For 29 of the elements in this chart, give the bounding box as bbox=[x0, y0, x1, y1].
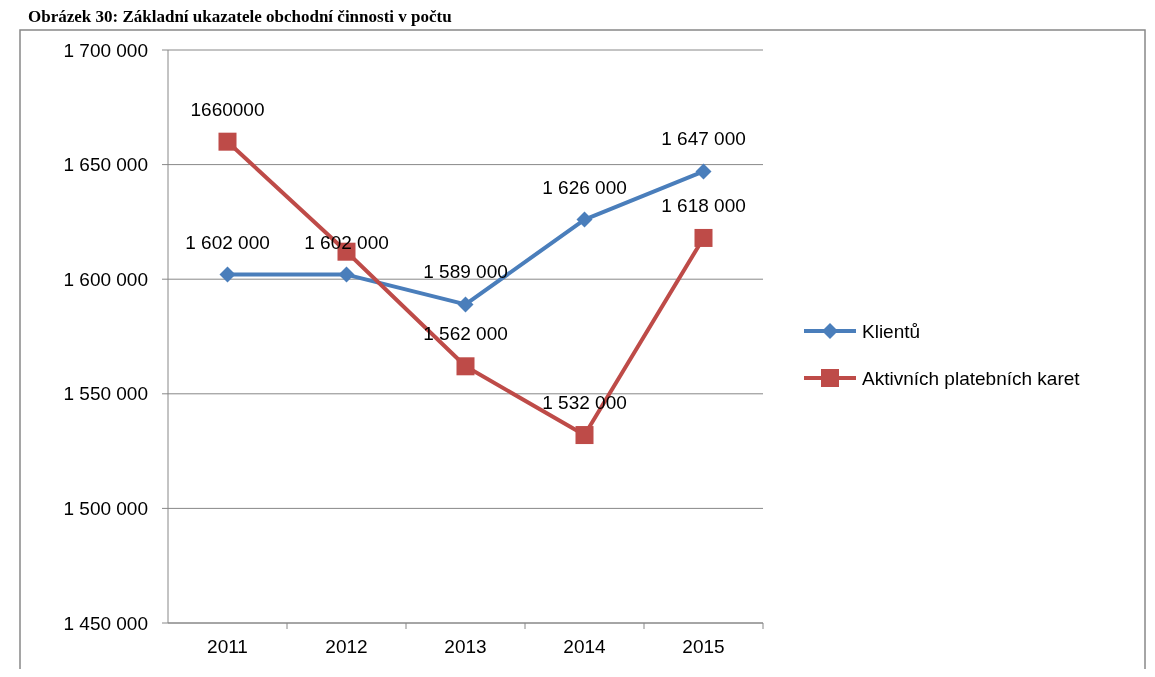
legend-label: Aktivních platebních karet bbox=[862, 367, 1081, 389]
y-tick-label: 1 600 000 bbox=[63, 268, 148, 290]
data-label: 1 602 000 bbox=[185, 231, 270, 253]
point bbox=[695, 163, 712, 180]
data-label: 1 618 000 bbox=[661, 194, 746, 216]
point bbox=[576, 211, 593, 228]
point bbox=[218, 132, 237, 151]
data-label: 1 626 000 bbox=[542, 176, 627, 198]
data-label: 1 589 000 bbox=[423, 261, 508, 283]
point bbox=[456, 357, 475, 376]
y-tick-label: 1 550 000 bbox=[63, 383, 148, 405]
x-tick-label: 2015 bbox=[682, 636, 725, 657]
data-label: 1 647 000 bbox=[661, 128, 746, 150]
chart-title: Obrázek 30: Základní ukazatele obchodní činnosti v počtu bbox=[28, 7, 452, 26]
legend-label: Klientů bbox=[862, 320, 921, 342]
point bbox=[338, 266, 355, 283]
y-tick-label: 1 650 000 bbox=[63, 154, 148, 176]
x-tick-label: 2013 bbox=[444, 636, 487, 657]
point bbox=[219, 266, 236, 283]
point bbox=[694, 228, 713, 247]
x-tick-label: 2014 bbox=[563, 636, 607, 657]
y-tick-label: 1 450 000 bbox=[63, 612, 148, 634]
data-label: 1660000 bbox=[190, 98, 265, 120]
y-tick-label: 1 700 000 bbox=[63, 39, 148, 61]
point bbox=[575, 426, 594, 445]
x-tick-label: 2012 bbox=[325, 636, 368, 657]
x-tick-label: 2011 bbox=[207, 636, 248, 657]
y-tick-label: 1 500 000 bbox=[63, 498, 148, 520]
point bbox=[457, 296, 474, 313]
